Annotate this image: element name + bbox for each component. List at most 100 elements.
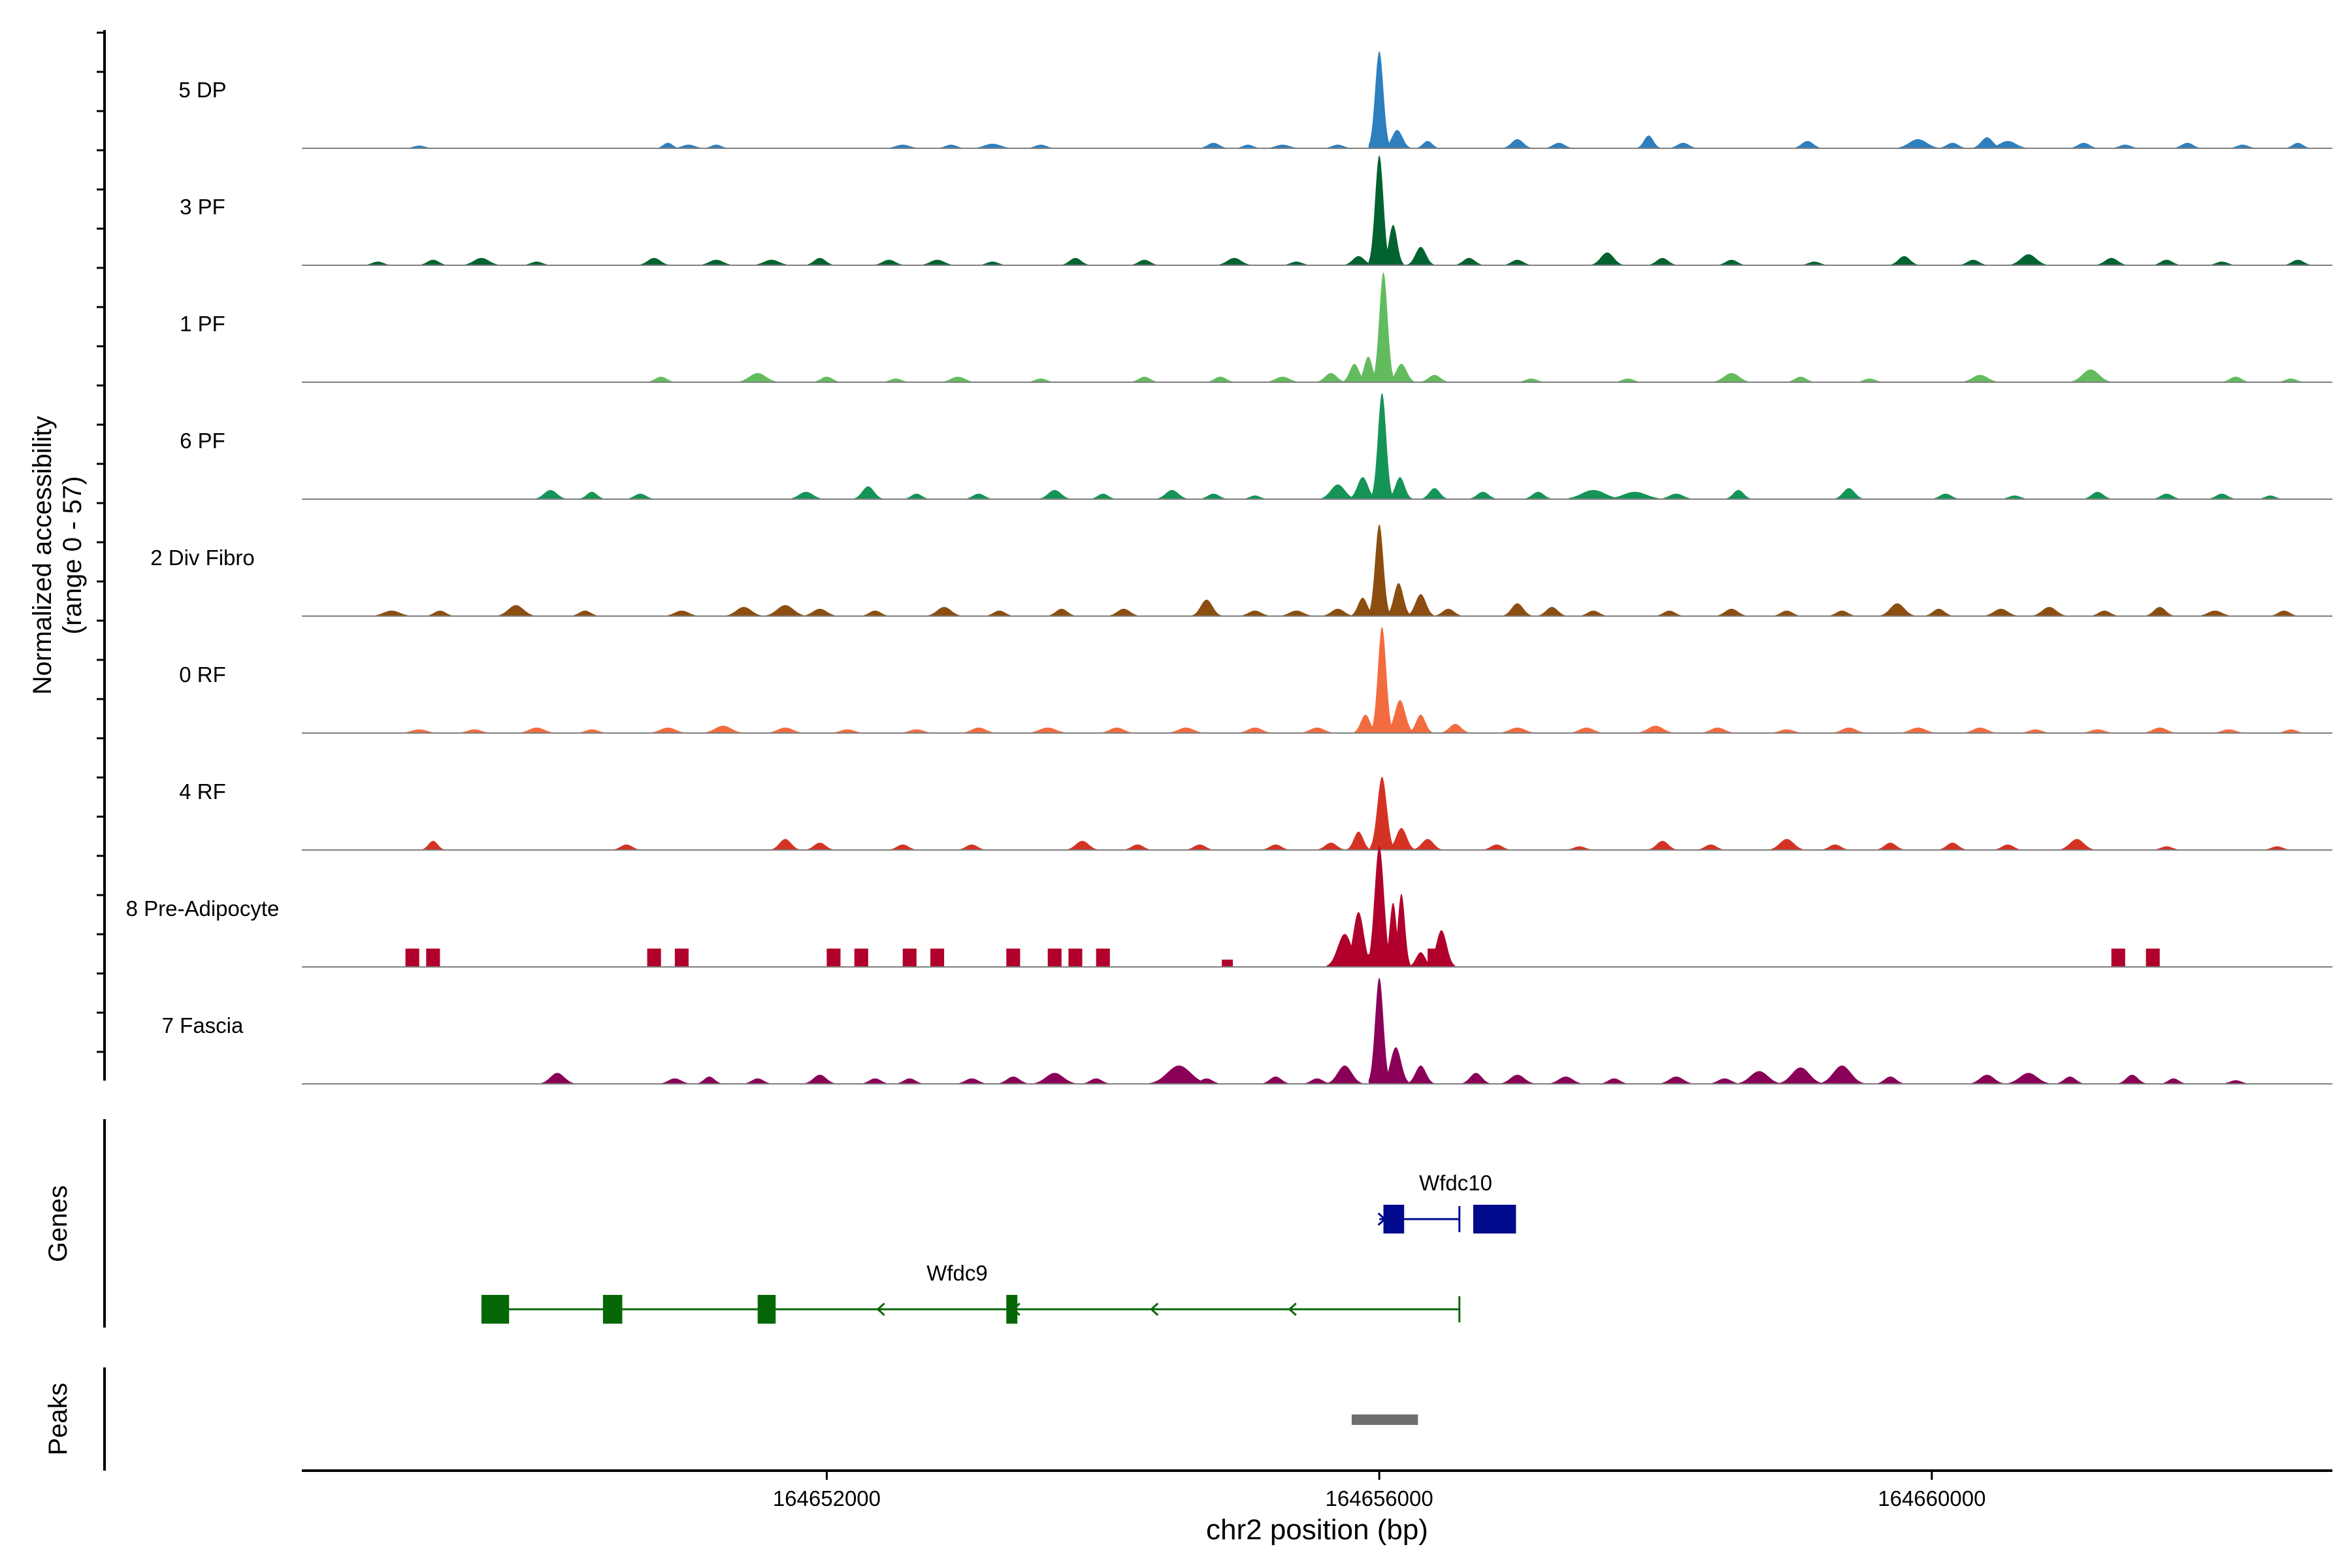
coverage-peak [1025,144,1056,148]
track-label: 8 Pre-Adipocyte [126,896,280,921]
coverage-peak [1568,727,1605,733]
coverage-peak [955,1078,989,1084]
coverage-peak [2089,610,2120,616]
coverage-peak [1260,1076,1291,1084]
coverage-peak [1467,491,1499,499]
coverage-peak [702,144,730,148]
coverage-block [1096,948,1110,967]
coverage-peak [1166,727,1206,733]
coverage-peak [1129,376,1160,382]
coverage-peak [1236,727,1273,733]
coverage-peak [1875,1076,1906,1084]
coverage-peak [1516,378,1547,382]
coverage-peak [421,841,446,850]
coverage-peak [1107,608,1141,616]
coverage-peak [1930,493,1961,499]
coverage-peak [860,610,890,616]
coverage-peak [2159,1078,2187,1084]
peaks-layer [1351,1414,1418,1425]
coverage-peak [2220,376,2251,382]
track-3 [302,272,2332,383]
peak-region [1351,1414,1418,1425]
coverage-peak [1357,356,1379,382]
gene-exon [1383,1205,1405,1233]
coverage-peak [517,727,557,733]
coverage-peak [1923,608,1954,616]
coverage-peak [1895,139,1941,148]
coverage-peak [1960,374,2001,382]
coverage-peak [1658,1076,1695,1084]
coverage-peak [1098,727,1135,733]
coverage-peak [1695,844,1726,850]
coverage-peak [2144,607,2176,616]
coverage-block [1047,948,1062,967]
coverage-block [826,948,841,967]
coverage-peak [1716,259,1747,265]
coverage-peak [1129,259,1160,265]
x-axis-label: chr2 position (bp) [1206,1514,1428,1546]
coverage-peak [1875,842,1906,850]
track-label: 0 RF [179,662,226,687]
strand-arrow [760,1302,770,1316]
strand-arrow [1377,1212,1386,1226]
coverage-peak [2095,257,2129,265]
coverage-peak [521,261,552,265]
coverage-peak [1599,1078,1629,1084]
coverage-peak [1937,842,1968,850]
track-9 [302,977,2332,1085]
coverage-peak [417,259,449,265]
coverage-block [647,948,661,967]
coverage-peak [1368,155,1390,265]
coverage-peak [1326,1065,1364,1084]
coverage-peak [1382,1047,1410,1084]
coverage-peak [1961,727,1999,733]
coverage-peak [2206,493,2238,499]
coverage-peak [736,373,779,382]
coverage-peak [1654,610,1685,616]
coverage-peak [1564,846,1595,850]
x-tick-label: 164652000 [773,1486,881,1511]
track-label: 3 PF [180,195,225,219]
coverage-peak [1122,844,1153,850]
coverage-peak [2117,1075,2148,1084]
coverage-peak [787,491,825,499]
coverage-peak [956,844,987,850]
coverage-peak [1046,608,1077,616]
coverage-peak [2141,727,2178,733]
coverage-peak [370,610,414,616]
coverage-peak [1025,378,1056,382]
coverage-peak [1792,140,1823,148]
coverage-peak [963,493,994,499]
coverage-peak [1428,930,1456,967]
coverage-peak [1238,610,1272,616]
coverage-peak [2276,378,2306,382]
coverage-peak [853,486,884,499]
track-label: 5 DP [178,78,226,102]
track-2 [302,155,2332,266]
coverage-peak [2282,259,2313,265]
x-tick-label: 164660000 [1878,1486,1985,1511]
coverage-peak [702,725,745,733]
coverage-peak [1999,495,2031,499]
coverage-peak [919,259,956,265]
coverage-peak [1636,135,1661,148]
track-1 [302,51,2332,149]
coverage-peak [1502,139,1533,148]
coverage-peak [894,1078,925,1084]
coverage-peak [860,1078,890,1084]
coverage-peak [1420,488,1448,499]
coverage-peak [695,1076,723,1084]
coverage-peak [2227,144,2258,148]
coverage-peak [1502,259,1533,265]
coverage-peak [898,729,935,733]
coverage-peak [1191,599,1222,616]
coverage-peak [902,493,930,499]
coverage-peak [1454,257,1484,265]
coverage-peak [1982,608,2019,616]
coverage-peak [2284,142,2312,148]
coverage-peak [1319,484,1356,499]
coverage-peak [625,493,656,499]
coverage-peak [1522,491,1554,499]
coverage-peak [887,844,919,850]
coverage-peak [2008,254,2049,265]
